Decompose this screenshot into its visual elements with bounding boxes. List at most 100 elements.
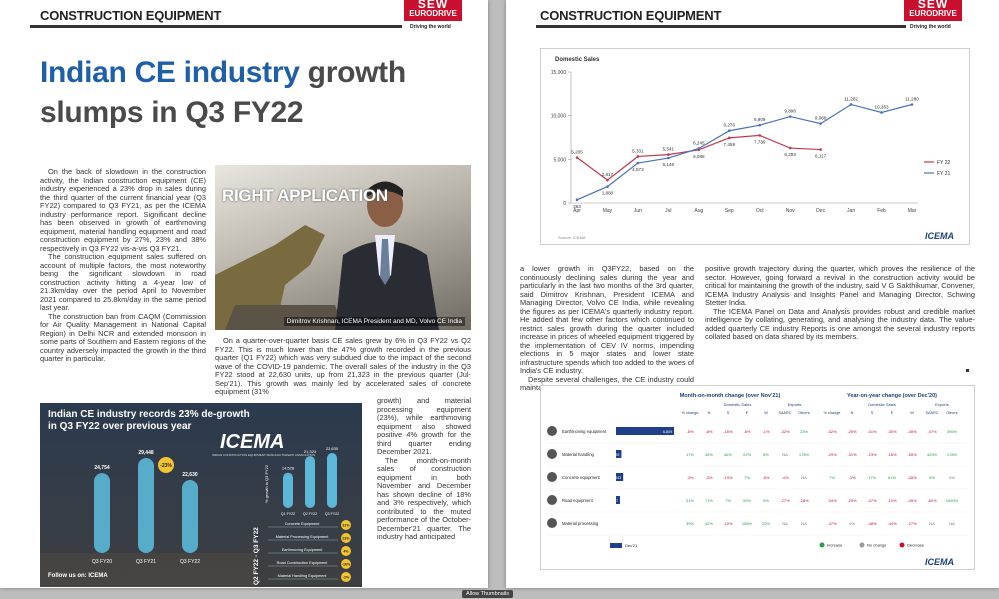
column-header: E [891, 411, 894, 415]
row-label: Material handling [562, 452, 595, 457]
column-1: a lower growth in Q3FY22, based on the c… [520, 264, 694, 393]
x-tick-label: Jul [665, 208, 671, 214]
photo: RIGHT APPLICATION Dimitrov Krishnan, ICE… [215, 165, 471, 330]
logo-top: SEW [917, 0, 949, 11]
data-point [697, 147, 701, 150]
segment-badge [341, 533, 351, 543]
bar [182, 479, 198, 553]
legend-label: Increase [827, 543, 843, 548]
thumbnail-button[interactable]: Allow Thumbnails [462, 590, 514, 598]
follow-text: Follow us on: [48, 573, 87, 579]
data-point [667, 153, 670, 156]
data-label: 7,459 [724, 142, 736, 147]
legend-dot [859, 542, 865, 548]
mom-cell: 158% [742, 521, 753, 526]
mom-cell: NA [782, 521, 788, 526]
paragraph: The construction ban from CAQM (Commissi… [40, 311, 206, 363]
paragraph: On a quarter-over-quarter basis CE sales… [215, 336, 471, 396]
data-label: 2,617 [602, 172, 614, 177]
segment-change: 31% [342, 524, 350, 528]
x-tick-label: Sep [725, 208, 734, 214]
paragraph: a lower growth in Q3FY22, based on the c… [520, 264, 694, 375]
data-point [575, 198, 579, 202]
group-header: Exports [788, 402, 802, 407]
paragraph: The construction equipment sales suffere… [40, 252, 206, 312]
yoy-cell: -48% [867, 521, 877, 526]
mom-cell: 39% [686, 521, 694, 526]
bar-category: Q3 FY20 [92, 559, 112, 565]
data-label: 1,880 [602, 191, 614, 196]
qoq-category: Q3 FY22 [325, 512, 339, 516]
yoy-cell: -30% [887, 429, 897, 434]
yoy-cell: -34% [827, 498, 837, 503]
table-logo: ICEMA [925, 557, 954, 567]
qoq-bar [305, 456, 315, 508]
yoy-cell: -45% [907, 429, 917, 434]
paragraph: The month-on-month sales of construction… [377, 455, 471, 541]
data-point [910, 103, 914, 106]
legend-label: Decrease [907, 543, 925, 548]
mom-cell: 71% [705, 498, 713, 503]
data-label: 11,282 [844, 96, 858, 101]
column-header: S [727, 411, 730, 415]
y-tick-label: 15,000 [551, 70, 567, 76]
column-header: N [851, 411, 854, 415]
column-header: E [746, 411, 749, 415]
column-header: Others [946, 411, 957, 415]
x-tick-label: Apr [573, 208, 581, 214]
chart-frame [540, 48, 970, 245]
end-mark [966, 369, 969, 372]
paragraph: On the back of slowdown in the construct… [40, 167, 206, 253]
data-point [819, 122, 822, 125]
mom-cell: 22% [743, 452, 751, 457]
segment-change: 23% [342, 537, 350, 541]
yoy-cell: 61% [888, 475, 896, 480]
data-label: 6,293 [784, 152, 796, 157]
title-line: in Q3 FY22 over previous year [48, 421, 192, 432]
chart-source: Source: ICEMA [558, 235, 586, 240]
yoy-cell: -23% [867, 452, 877, 457]
column-header: Others [798, 411, 809, 415]
segment-name: Road Construction Equipment [277, 561, 329, 565]
x-tick-label: Mar [908, 208, 917, 214]
yoy-title: Year-on-year change (over Dec'20) [847, 393, 937, 399]
qoq-bar [327, 453, 337, 508]
qoq-value: 14,528 [282, 466, 295, 471]
title-highlight: Indian CE industry [40, 56, 300, 89]
data-point [758, 134, 762, 137]
data-label: 8,276 [724, 123, 736, 128]
qoq-value: 21,323 [304, 449, 317, 454]
logo-tagline: Driving the world [910, 24, 951, 30]
mom-cell: 23% [800, 429, 808, 434]
data-point [758, 123, 762, 127]
yoy-cell: 403% [927, 452, 938, 457]
data-point [788, 115, 792, 118]
x-tick-label: Feb [877, 208, 886, 214]
yoy-cell: -31% [847, 452, 857, 457]
segment-name: Concrete Equipment [285, 522, 321, 526]
x-tick-label: Jan [847, 208, 855, 214]
mom-cell: 17% [686, 452, 694, 457]
yoy-cell: 5% [929, 475, 935, 480]
data-label: 9,898 [784, 109, 796, 114]
logo-bottom: EURODRIVE [409, 9, 457, 18]
sales-bar [616, 450, 622, 458]
side-label: Q2 FY22 - Q3 FY22 [253, 527, 260, 585]
segment-change: 4% [343, 550, 349, 554]
data-label: 11,280 [905, 96, 919, 101]
data-point [849, 103, 853, 106]
yoy-cell: -47% [867, 498, 877, 503]
yoy-cell: 7% [829, 475, 835, 480]
yoy-cell: -47% [927, 429, 937, 434]
x-tick-label: May [603, 208, 613, 214]
yoy-cell: -3% [848, 475, 856, 480]
mom-cell: -27% [780, 498, 790, 503]
mom-cell: 7% [744, 475, 750, 480]
qoq-bar [283, 472, 293, 508]
segment-badge [341, 572, 351, 582]
y-tick-label: 5,000 [553, 157, 566, 163]
data-point [727, 136, 731, 140]
change-label: -23% [160, 463, 172, 469]
mom-cell: 42% [705, 521, 713, 526]
